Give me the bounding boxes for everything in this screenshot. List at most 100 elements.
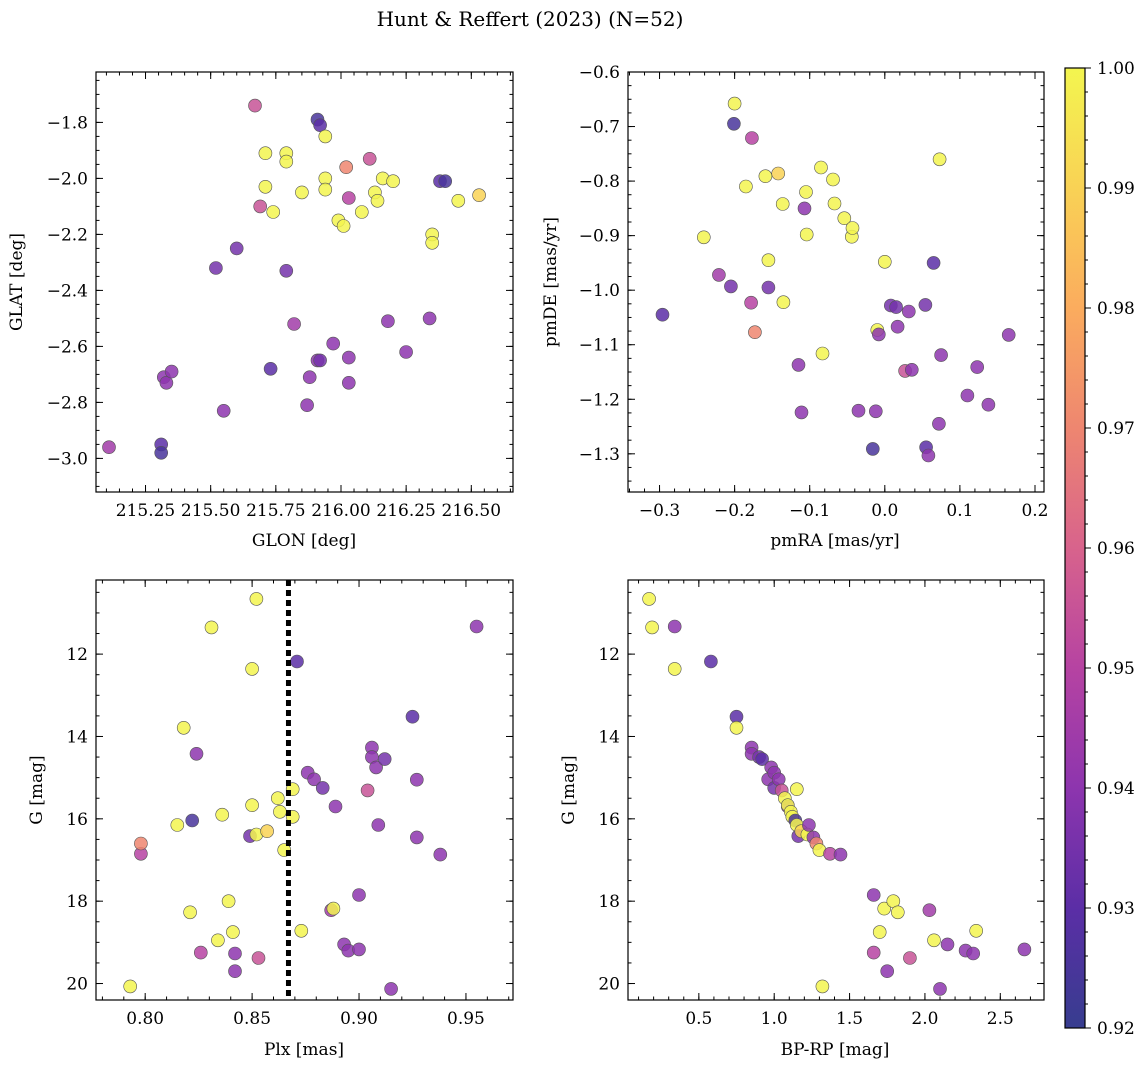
axes-frame xyxy=(627,579,1045,1001)
x-tick-label: −0.1 xyxy=(789,501,830,521)
data-point xyxy=(381,314,395,329)
data-point xyxy=(370,194,385,208)
y-axis-label: pmDE [mas/yr] xyxy=(541,217,561,347)
axes-frame xyxy=(95,71,514,493)
axes-frame xyxy=(95,579,514,1001)
data-point xyxy=(294,923,309,938)
x-tick-label: −0.2 xyxy=(714,501,755,521)
scatter-points xyxy=(642,592,1032,996)
x-tick-label: 2.0 xyxy=(911,1009,938,1029)
data-point xyxy=(826,172,840,187)
data-point xyxy=(339,160,354,174)
data-point xyxy=(183,905,197,920)
data-point xyxy=(981,397,996,412)
x-tick-label: 0.95 xyxy=(447,1009,485,1029)
panel-plx-g: 0.80 0.85 0.90 0.95 12 14 16 18 20 Plx [mas] G [ma… xyxy=(27,579,514,1060)
y-tick-label: −2.8 xyxy=(47,393,88,413)
colorbar-tick-label: 0.96 xyxy=(1097,539,1135,559)
data-point xyxy=(216,403,231,418)
data-point xyxy=(922,903,937,918)
data-point xyxy=(215,807,229,822)
data-point xyxy=(933,982,947,996)
scatter-points xyxy=(123,592,484,996)
data-point xyxy=(890,319,905,334)
data-point xyxy=(189,746,204,761)
data-point xyxy=(727,96,742,111)
data-point xyxy=(645,620,659,635)
x-tick-label: 0.90 xyxy=(340,1009,378,1029)
data-point xyxy=(341,375,356,390)
colorbar-tick-label: 0.99 xyxy=(1097,179,1135,199)
data-point xyxy=(211,933,225,948)
y-tick-label: 18 xyxy=(66,892,88,912)
data-point xyxy=(794,405,809,420)
data-point xyxy=(318,129,333,144)
data-point xyxy=(326,336,341,351)
data-point xyxy=(744,295,758,310)
data-point xyxy=(727,117,741,131)
x-tick-label: 1.0 xyxy=(761,1009,788,1029)
data-point xyxy=(642,592,656,606)
data-point xyxy=(386,174,400,188)
y-tick-label: −2.6 xyxy=(47,337,88,357)
data-point xyxy=(336,219,351,233)
data-point xyxy=(279,263,294,278)
y-tick-label: 14 xyxy=(66,727,88,747)
data-point xyxy=(877,254,892,269)
data-point xyxy=(245,798,259,813)
data-point xyxy=(880,964,895,979)
y-tick-label: 14 xyxy=(598,727,620,747)
data-point xyxy=(712,268,726,282)
y-tick-label: −0.6 xyxy=(579,63,620,83)
data-point xyxy=(194,945,208,960)
data-point xyxy=(102,440,116,455)
colorbar-tick-label: 1.00 xyxy=(1097,59,1135,79)
x-tick-label: −0.3 xyxy=(639,501,680,521)
data-point xyxy=(969,923,984,938)
y-tick-label: −1.8 xyxy=(47,113,88,133)
data-point xyxy=(472,188,486,202)
colorbar-tick-label: 0.98 xyxy=(1097,299,1135,319)
data-point xyxy=(837,211,852,225)
data-point xyxy=(704,654,718,669)
data-point xyxy=(170,818,185,832)
data-point xyxy=(776,295,791,310)
data-point xyxy=(791,358,806,372)
data-point xyxy=(409,772,424,787)
data-point xyxy=(755,752,769,766)
data-point xyxy=(154,445,168,460)
data-point xyxy=(451,194,466,208)
data-point xyxy=(405,709,420,724)
data-point xyxy=(438,174,453,188)
data-point xyxy=(300,398,314,413)
data-point xyxy=(159,375,174,390)
data-point xyxy=(889,300,903,314)
data-point xyxy=(422,311,437,326)
x-tick-label: 216.25 xyxy=(376,501,435,521)
data-point xyxy=(251,951,266,965)
data-point xyxy=(970,360,985,374)
data-point xyxy=(797,201,812,216)
data-point xyxy=(775,197,790,211)
data-point xyxy=(263,361,278,376)
data-point xyxy=(934,348,948,362)
data-point xyxy=(827,196,842,211)
data-point xyxy=(932,416,946,431)
data-point xyxy=(799,185,813,199)
data-point xyxy=(228,946,242,961)
data-point xyxy=(921,448,936,463)
data-point xyxy=(1017,942,1032,957)
panel-pmra-pmde: −0.3 −0.2 −0.1 0.0 0.1 0.2 −1.3 −1.2 −1.1 −1.0 −0.… xyxy=(541,63,1049,551)
data-point xyxy=(940,937,955,952)
y-tick-label: 16 xyxy=(66,810,88,830)
x-tick-label: 0.0 xyxy=(871,501,898,521)
y-axis-label: GLAT [deg] xyxy=(7,233,27,331)
data-point xyxy=(266,205,281,219)
data-point xyxy=(258,180,273,194)
data-point xyxy=(865,442,880,456)
data-point xyxy=(123,979,137,994)
y-tick-label: 16 xyxy=(598,810,620,830)
x-tick-label: 1.5 xyxy=(836,1009,863,1029)
y-tick-label: −2.0 xyxy=(47,169,88,189)
data-point xyxy=(771,166,786,181)
